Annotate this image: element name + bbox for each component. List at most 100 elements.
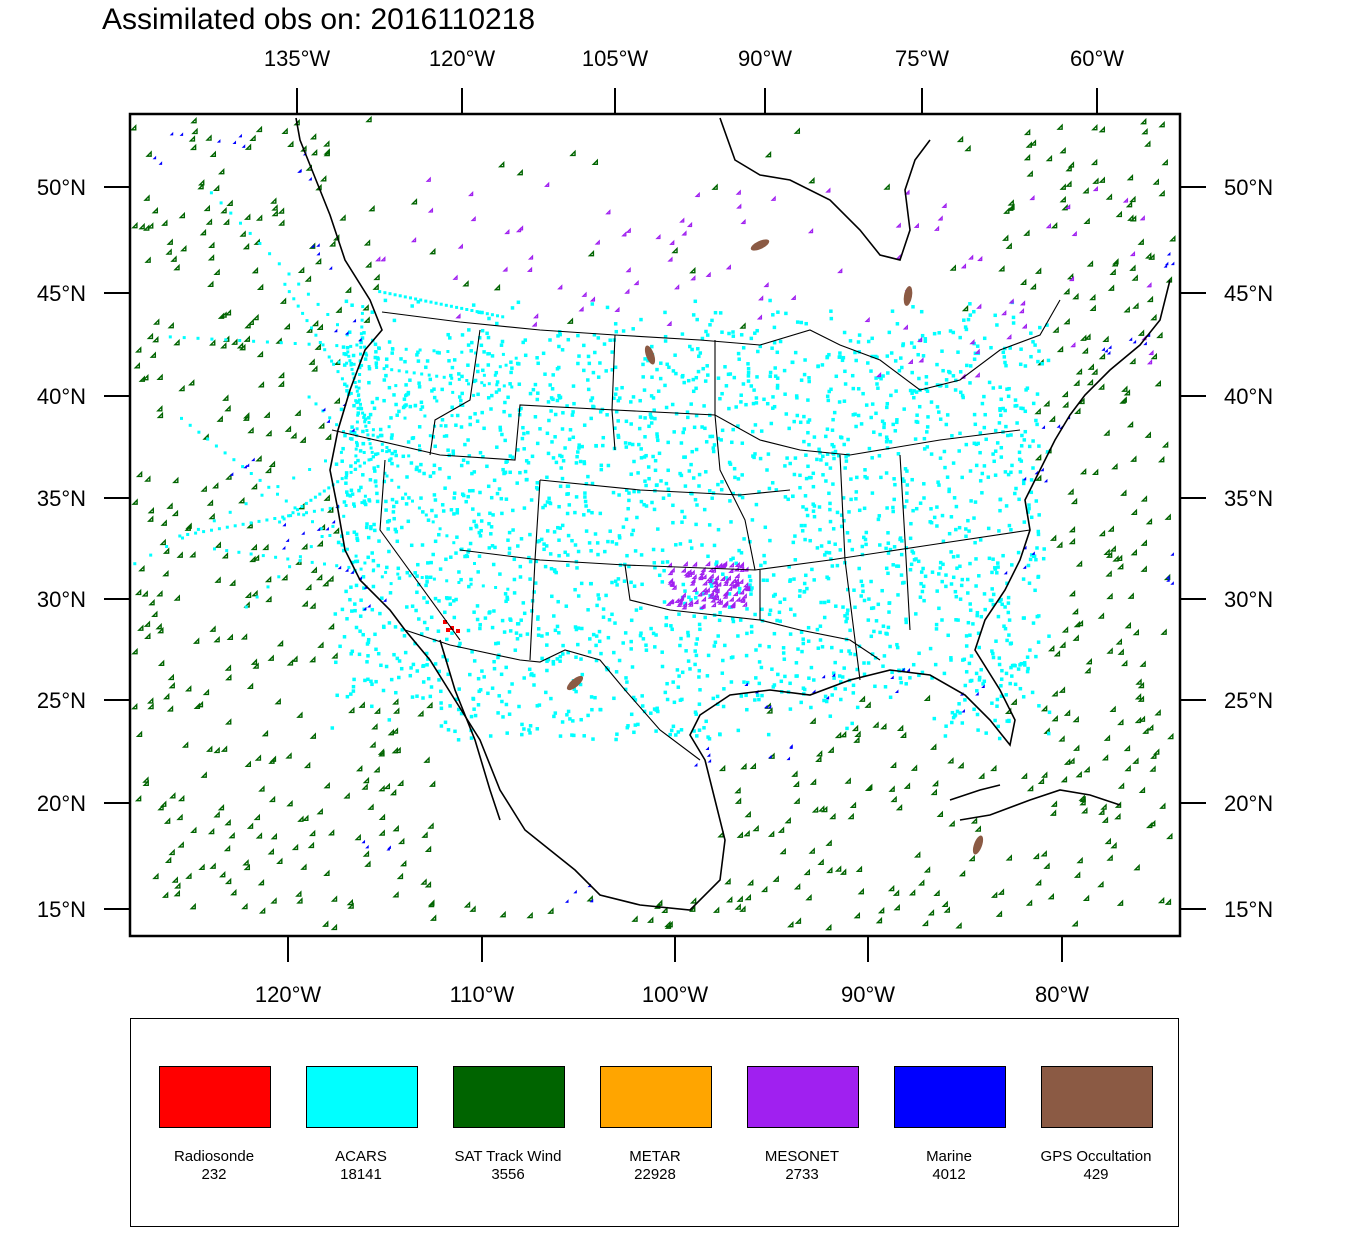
sat-wind-marker <box>1153 748 1160 755</box>
mesonet-marker <box>686 221 693 228</box>
metar-marker <box>849 114 852 497</box>
acars-marker <box>841 496 846 500</box>
sat-wind-marker <box>1050 222 1058 229</box>
acars-marker <box>975 689 979 693</box>
acars-marker <box>727 592 732 596</box>
acars-marker <box>753 612 757 617</box>
sat-wind-marker <box>1070 497 1078 505</box>
acars-marker <box>811 502 815 506</box>
acars-marker <box>425 663 429 667</box>
acars-marker <box>713 310 718 315</box>
sat-wind-marker <box>1098 176 1106 183</box>
acars-marker <box>470 340 474 345</box>
acars-marker <box>966 620 971 625</box>
acars-marker <box>745 607 749 611</box>
mesonet-marker <box>701 586 707 593</box>
metar-marker <box>895 114 899 614</box>
sat-wind-marker <box>1142 727 1149 734</box>
acars-marker <box>393 293 397 297</box>
left-lat-label: 50°N <box>37 175 86 200</box>
legend-item-acars: ACARS 18141 <box>306 1066 418 1186</box>
acars-marker <box>358 464 362 468</box>
acars-marker <box>258 242 262 245</box>
acars-marker <box>1002 355 1007 359</box>
mesonet-marker <box>722 580 729 586</box>
acars-marker <box>829 316 834 321</box>
mesonet-marker <box>716 581 722 587</box>
metar-marker <box>1038 114 1041 335</box>
acars-marker <box>697 668 702 673</box>
acars-marker <box>766 452 771 456</box>
acars-marker <box>478 622 482 627</box>
marine-marker <box>241 144 246 148</box>
acars-marker <box>830 693 834 697</box>
metar-marker <box>991 114 995 461</box>
acars-marker <box>737 586 742 591</box>
acars-marker <box>543 564 548 569</box>
acars-marker <box>824 462 829 466</box>
acars-marker <box>995 697 1000 702</box>
acars-marker <box>523 469 528 474</box>
acars-marker <box>533 415 538 419</box>
acars-marker <box>456 738 461 742</box>
acars-marker <box>937 410 941 414</box>
sat-wind-marker <box>161 891 169 898</box>
acars-marker <box>614 409 619 414</box>
acars-marker <box>652 707 657 711</box>
sat-wind-marker <box>249 134 256 142</box>
metar-marker <box>728 114 731 509</box>
metar-marker <box>1011 114 1014 389</box>
acars-marker <box>694 447 699 452</box>
sat-wind-marker <box>1141 128 1148 135</box>
acars-marker <box>406 392 410 396</box>
acars-marker <box>565 713 569 717</box>
metar-marker <box>1005 114 1007 180</box>
marine-marker <box>767 705 772 709</box>
acars-marker <box>919 581 923 586</box>
acars-marker <box>416 562 420 567</box>
acars-marker <box>353 602 357 606</box>
metar-marker <box>949 114 953 574</box>
acars-marker <box>443 486 447 490</box>
marine-marker <box>229 472 234 476</box>
acars-marker <box>887 330 892 335</box>
sat-wind-marker <box>997 888 1005 895</box>
acars-marker <box>232 458 236 462</box>
acars-marker <box>545 632 549 636</box>
sat-wind-marker <box>324 433 332 440</box>
sat-wind-marker <box>246 682 254 690</box>
acars-marker <box>879 376 883 381</box>
acars-marker <box>856 340 861 344</box>
marine-marker <box>325 526 329 531</box>
acars-marker <box>363 357 368 361</box>
acars-marker <box>757 697 761 702</box>
acars-marker <box>467 328 471 332</box>
mesonet-marker <box>1139 215 1145 221</box>
acars-marker <box>1034 499 1039 503</box>
acars-marker <box>454 551 458 555</box>
sat-wind-marker <box>1020 772 1028 779</box>
acars-marker <box>739 694 744 698</box>
acars-marker <box>390 478 394 482</box>
acars-marker <box>455 511 460 515</box>
acars-marker <box>481 368 485 373</box>
mesonet-marker <box>904 189 910 195</box>
acars-marker <box>544 544 549 548</box>
acars-marker <box>535 704 540 708</box>
sat-wind-marker <box>308 829 316 837</box>
acars-marker <box>428 575 433 580</box>
metar-marker <box>947 114 951 603</box>
acars-marker <box>626 506 630 511</box>
metar-marker <box>845 114 849 408</box>
acars-marker <box>631 395 636 399</box>
sat-wind-marker <box>157 659 165 667</box>
metar-marker <box>748 114 752 544</box>
sat-wind-marker <box>257 381 265 388</box>
sat-wind-marker <box>978 772 985 779</box>
acars-marker <box>870 336 874 341</box>
sat-wind-marker <box>941 900 948 908</box>
acars-marker <box>434 301 438 305</box>
sat-wind-marker <box>206 745 213 752</box>
mesonet-marker <box>864 316 870 323</box>
acars-marker <box>664 481 669 486</box>
